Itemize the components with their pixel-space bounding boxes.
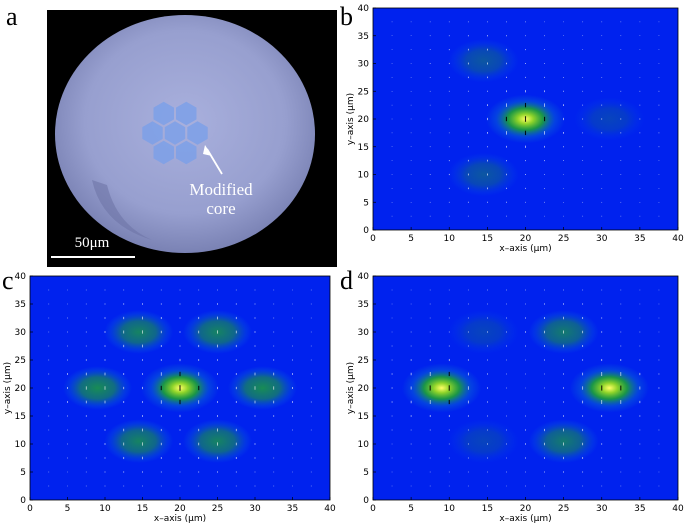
- x-tick-label: 15: [482, 504, 493, 514]
- y-tick-label: 40: [15, 272, 27, 282]
- x-tick-label: 35: [634, 504, 645, 514]
- x-tick-label: 20: [174, 504, 186, 514]
- y-axis-label: y–axis (μm): [346, 362, 356, 414]
- x-tick-label: 0: [370, 504, 376, 514]
- hexagon-core-1: [176, 101, 197, 126]
- x-tick-label: 0: [370, 234, 376, 244]
- x-tick-label: 40: [672, 234, 684, 244]
- annotation-arrowhead: [203, 145, 212, 156]
- y-tick-label: 15: [358, 143, 369, 153]
- intensity-spot-2: [228, 366, 297, 410]
- scale-bar-label: 50μm: [75, 235, 110, 251]
- hexagon-core-3: [164, 121, 186, 145]
- y-tick-label: 30: [358, 328, 370, 338]
- x-tick-label: 35: [287, 504, 298, 514]
- x-axis-label: x–axis (μm): [499, 514, 551, 524]
- hexagon-core-6: [176, 140, 197, 165]
- y-tick-label: 25: [15, 356, 26, 366]
- x-tick-label: 5: [408, 234, 414, 244]
- y-tick-label: 30: [358, 60, 370, 70]
- y-tick-label: 0: [20, 496, 26, 506]
- x-tick-label: 25: [212, 504, 223, 514]
- x-axis-label: x–axis (μm): [154, 514, 206, 524]
- x-tick-label: 40: [672, 504, 684, 514]
- y-tick-label: 25: [358, 87, 369, 97]
- y-tick-label: 30: [15, 328, 27, 338]
- intensity-spot-1: [569, 363, 650, 413]
- y-tick-label: 35: [15, 300, 26, 310]
- y-tick-label: 25: [358, 356, 369, 366]
- intensity-spot-3: [104, 310, 174, 354]
- hexagon-core-5: [153, 140, 174, 165]
- intensity-spot-5: [448, 419, 519, 464]
- y-tick-label: 20: [15, 384, 27, 394]
- panel-letter-b: b: [340, 2, 353, 31]
- panel-letter-d: d: [340, 266, 353, 295]
- x-tick-label: 30: [596, 504, 608, 514]
- hexagon-core-2: [142, 121, 163, 145]
- intensity-spot-0: [401, 363, 482, 413]
- y-tick-label: 5: [363, 198, 369, 208]
- y-tick-label: 20: [358, 384, 370, 394]
- fiber-edge-defect: [92, 180, 152, 240]
- panel-letter-c: c: [2, 266, 14, 295]
- x-tick-label: 10: [444, 234, 456, 244]
- x-tick-label: 20: [520, 234, 532, 244]
- x-tick-label: 5: [65, 504, 71, 514]
- x-tick-label: 15: [482, 234, 493, 244]
- annotation-label-line2: core: [206, 199, 235, 218]
- x-tick-label: 5: [408, 504, 414, 514]
- fiber-micrograph: Modified core 50μm: [47, 10, 337, 267]
- y-tick-label: 35: [358, 300, 369, 310]
- y-tick-label: 10: [358, 440, 370, 450]
- y-tick-label: 5: [20, 468, 26, 478]
- mode-field-plot-b: 0 5 10 15 20 25 30 35 40 0 5 10 15 20 25 30 35 40 x–axis (…: [346, 4, 684, 254]
- x-tick-label: 35: [634, 234, 645, 244]
- intensity-spot-1: [63, 366, 132, 410]
- hexagon-core-4: [187, 121, 208, 145]
- x-tick-label: 10: [99, 504, 111, 514]
- y-axis-label: y–axis (μm): [3, 362, 13, 414]
- y-tick-label: 0: [363, 496, 369, 506]
- y-tick-label: 15: [15, 412, 26, 422]
- intensity-spot-6: [183, 419, 252, 464]
- y-tick-label: 35: [358, 32, 369, 42]
- x-tick-label: 25: [558, 504, 569, 514]
- x-tick-label: 30: [596, 234, 608, 244]
- y-tick-label: 40: [358, 4, 370, 14]
- y-tick-label: 5: [363, 468, 369, 478]
- intensity-spot-5: [104, 419, 174, 464]
- intensity-spot-3: [574, 97, 645, 141]
- y-axis-label: y–axis (μm): [346, 93, 356, 145]
- intensity-spot-1: [448, 39, 519, 83]
- fiber-micrograph-svg: Modified core 50μm: [51, 15, 315, 258]
- y-tick-label: 10: [358, 171, 370, 181]
- x-tick-label: 10: [444, 504, 456, 514]
- panel-letter-a: a: [6, 2, 18, 31]
- annotation-label-line1: Modified: [189, 180, 253, 199]
- y-tick-label: 15: [358, 412, 369, 422]
- x-axis-label: x–axis (μm): [499, 244, 551, 254]
- mode-field-plot-c: 0 5 10 15 20 25 30 35 40 0 5 10 15 20 25 30 35 40 x–axis (…: [3, 272, 336, 524]
- x-tick-label: 0: [27, 504, 33, 514]
- x-tick-label: 40: [324, 504, 336, 514]
- y-tick-label: 0: [363, 226, 369, 236]
- intensity-spot-2: [448, 152, 519, 197]
- y-tick-label: 10: [15, 440, 27, 450]
- x-tick-label: 30: [249, 504, 261, 514]
- hexagonal-core-cluster: [142, 101, 208, 165]
- mode-field-plot-d: 0 5 10 15 20 25 30 35 40 0 5 10 15 20 25 30 35 40 x–axis (…: [346, 272, 684, 524]
- x-tick-label: 15: [137, 504, 148, 514]
- x-tick-label: 20: [520, 504, 532, 514]
- intensity-spot-3: [528, 419, 599, 464]
- intensity-spot-4: [448, 310, 519, 354]
- y-tick-label: 20: [358, 115, 370, 125]
- x-tick-label: 25: [558, 234, 569, 244]
- hexagon-core-0: [153, 101, 174, 126]
- y-tick-label: 40: [358, 272, 370, 282]
